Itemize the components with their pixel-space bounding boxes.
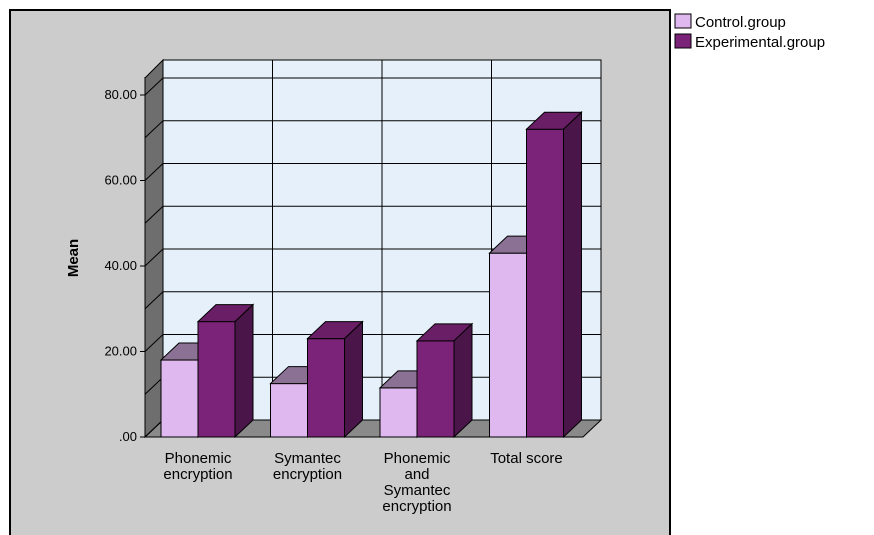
- y-axis-label: Mean: [65, 239, 82, 277]
- wall-gridline-minor: [144, 205, 164, 224]
- x-tick-label: Symantec: [274, 450, 341, 467]
- wall-gridline-minor: [144, 291, 164, 310]
- x-tick-label: Total score: [490, 450, 563, 467]
- bar-experimental-2: [415, 322, 474, 439]
- y-axis: .00 20.00 40.00 60.00 80.00: [104, 77, 146, 444]
- wall-gridline-minor: [144, 376, 164, 395]
- legend-label: Experimental.group: [695, 34, 825, 51]
- x-axis-labels: PhonemicencryptionSymantecencryptionPhon…: [163, 450, 562, 515]
- y-tick-label: 20.00: [104, 344, 137, 359]
- y-tick-label: 80.00: [104, 87, 137, 102]
- y-tick-label: 60.00: [104, 173, 137, 188]
- y-tick-label: .00: [119, 429, 137, 444]
- x-tick-label: encryption: [382, 498, 451, 515]
- x-tick-label: Phonemic: [165, 450, 232, 467]
- bar-experimental-1: [306, 320, 364, 439]
- wall-gridline-minor: [144, 120, 164, 139]
- wall-gridline: [144, 334, 164, 352]
- x-tick-label: Phonemic: [384, 450, 451, 467]
- legend: Control.group Experimental.group: [674, 13, 825, 51]
- bars: [159, 111, 583, 439]
- x-tick-label: encryption: [273, 466, 342, 483]
- x-tick-label: and: [404, 466, 429, 483]
- bar-experimental-3: [525, 111, 583, 439]
- x-tick-label: Symantec: [384, 482, 451, 499]
- legend-swatch: [674, 33, 692, 49]
- bar-experimental-0: [196, 303, 255, 439]
- wall-gridline: [144, 77, 164, 96]
- legend-swatch: [674, 13, 692, 29]
- wall-gridline: [144, 163, 164, 181]
- y-tick-label: 40.00: [104, 258, 137, 273]
- wall-gridline: [144, 248, 164, 267]
- x-tick-label: encryption: [163, 466, 232, 483]
- wall-gridline: [144, 419, 164, 438]
- legend-label: Control.group: [695, 14, 786, 31]
